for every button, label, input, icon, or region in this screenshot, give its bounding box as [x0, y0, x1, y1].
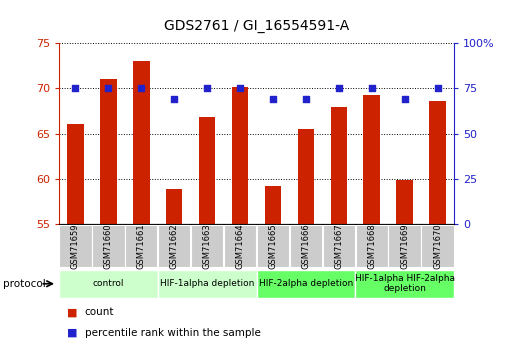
Point: [104, 86, 112, 91]
Point: [236, 86, 244, 91]
Point: [203, 86, 211, 91]
Text: GDS2761 / GI_16554591-A: GDS2761 / GI_16554591-A: [164, 19, 349, 33]
Bar: [355, 270, 454, 298]
Bar: [125, 225, 157, 266]
Text: HIF-1alpha depletion: HIF-1alpha depletion: [160, 279, 254, 288]
Text: ■: ■: [67, 328, 77, 338]
Bar: [388, 225, 421, 266]
Text: GSM71663: GSM71663: [203, 223, 212, 269]
Text: HIF-1alpha HIF-2alpha
depletion: HIF-1alpha HIF-2alpha depletion: [354, 274, 455, 294]
Bar: [59, 270, 158, 298]
Point: [137, 86, 145, 91]
Bar: [421, 225, 453, 266]
Bar: [191, 225, 223, 266]
Text: GSM71669: GSM71669: [400, 223, 409, 269]
Text: GSM71664: GSM71664: [235, 223, 245, 269]
Text: GSM71665: GSM71665: [268, 223, 278, 269]
Bar: [323, 225, 355, 266]
Bar: [224, 225, 256, 266]
Point: [334, 86, 343, 91]
Text: GSM71666: GSM71666: [301, 223, 310, 269]
Text: HIF-2alpha depletion: HIF-2alpha depletion: [259, 279, 353, 288]
Text: ■: ■: [67, 307, 77, 317]
Bar: [133, 61, 149, 224]
Point: [433, 86, 442, 91]
Bar: [158, 270, 256, 298]
Point: [71, 86, 80, 91]
Bar: [158, 225, 190, 266]
Text: GSM71660: GSM71660: [104, 223, 113, 269]
Text: GSM71661: GSM71661: [137, 223, 146, 269]
Text: control: control: [93, 279, 124, 288]
Text: GSM71670: GSM71670: [433, 223, 442, 269]
Bar: [290, 225, 322, 266]
Point: [368, 86, 376, 91]
Bar: [166, 189, 183, 224]
Bar: [429, 101, 446, 224]
Bar: [257, 225, 289, 266]
Text: GSM71659: GSM71659: [71, 223, 80, 268]
Bar: [356, 225, 388, 266]
Bar: [232, 87, 248, 224]
Point: [401, 97, 409, 102]
Bar: [256, 270, 355, 298]
Text: protocol: protocol: [3, 279, 45, 289]
Bar: [60, 225, 92, 266]
Bar: [364, 95, 380, 224]
Bar: [92, 225, 125, 266]
Point: [170, 97, 179, 102]
Text: GSM71668: GSM71668: [367, 223, 376, 269]
Bar: [100, 79, 116, 224]
Bar: [199, 117, 215, 224]
Bar: [330, 107, 347, 224]
Bar: [265, 186, 281, 224]
Point: [269, 97, 277, 102]
Bar: [298, 129, 314, 224]
Point: [302, 97, 310, 102]
Text: count: count: [85, 307, 114, 317]
Bar: [397, 180, 413, 224]
Text: GSM71667: GSM71667: [334, 223, 343, 269]
Text: GSM71662: GSM71662: [170, 223, 179, 269]
Text: percentile rank within the sample: percentile rank within the sample: [85, 328, 261, 338]
Bar: [67, 124, 84, 224]
